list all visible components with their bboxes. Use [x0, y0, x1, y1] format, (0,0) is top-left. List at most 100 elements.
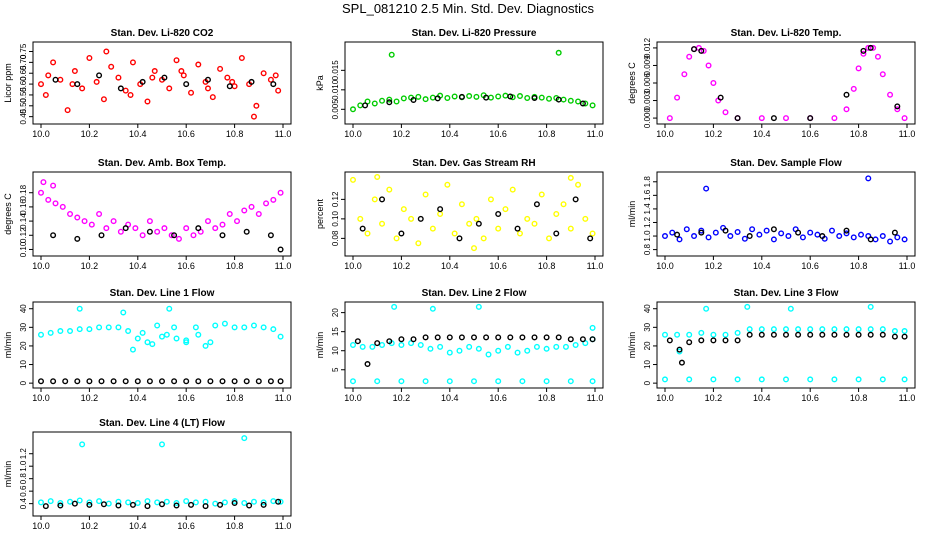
data-point-cyan	[379, 342, 386, 349]
chart-panel-5: Stan. Dev. Gas Stream RH percent 10.0 10.2 1…	[315, 158, 604, 271]
y-axis-label: kPa	[315, 75, 325, 91]
data-point-yellow	[509, 186, 516, 193]
y-tick-label: 0.12	[331, 191, 340, 207]
x-tick-label: 10.0	[656, 129, 674, 139]
data-point-cyan	[855, 326, 862, 333]
data-point-black	[860, 47, 867, 54]
data-point-black	[98, 232, 105, 239]
data-point-cyan	[662, 331, 669, 338]
data-point-magenta	[38, 189, 45, 196]
data-point-red	[79, 85, 86, 92]
data-point-cyan	[173, 335, 180, 342]
y-tick-label: 0.8	[19, 473, 28, 485]
data-point-black	[758, 331, 765, 338]
y-tick-label: 0.55	[19, 87, 28, 103]
data-point-blue	[901, 236, 908, 243]
data-point-red	[57, 76, 64, 83]
data-point-black	[207, 378, 214, 385]
data-point-black	[717, 94, 724, 101]
data-point-yellow	[575, 181, 582, 188]
x-tick-label: 10.6	[177, 393, 195, 403]
data-point-magenta	[226, 210, 233, 217]
data-point-cyan	[183, 337, 190, 344]
data-point-cyan	[495, 378, 502, 385]
data-point-red	[260, 70, 267, 77]
x-tick-label: 10.2	[705, 129, 723, 139]
y-axis-label: ml/min	[627, 332, 637, 359]
data-point-blue	[763, 227, 770, 234]
data-point-cyan	[231, 324, 238, 331]
x-tick-label: 11.0	[899, 393, 916, 403]
data-point-black	[678, 359, 685, 366]
data-point-yellow	[415, 240, 422, 247]
data-point-magenta	[96, 210, 103, 217]
data-point-cyan	[686, 331, 693, 338]
data-point-black	[555, 334, 562, 341]
y-tick-label: 30	[643, 322, 652, 331]
data-point-cyan	[543, 345, 550, 352]
data-point-yellow	[471, 245, 478, 252]
data-point-red	[93, 78, 100, 85]
data-point-yellow	[538, 191, 545, 198]
data-point-green	[379, 97, 386, 104]
data-point-black	[98, 378, 105, 385]
data-point-cyan	[241, 324, 248, 331]
x-tick-label: 10.2	[393, 393, 411, 403]
data-point-cyan	[120, 309, 127, 316]
x-tick-label: 10.6	[801, 129, 819, 139]
plot-frame	[344, 41, 604, 125]
data-point-black	[807, 331, 814, 338]
data-point-yellow	[473, 215, 480, 222]
data-point-magenta	[681, 71, 688, 78]
data-point-black	[543, 334, 550, 341]
data-point-magenta	[212, 225, 219, 232]
data-point-red	[45, 72, 52, 79]
page-title: SPL_081210 2.5 Min. Std. Dev. Diagnostic…	[342, 1, 594, 16]
data-point-red	[38, 81, 45, 88]
data-point-cyan	[471, 378, 478, 385]
data-point-black	[471, 334, 478, 341]
data-point-black	[891, 333, 898, 340]
data-point-cyan	[270, 498, 277, 505]
data-point-black	[434, 334, 441, 341]
data-point-cyan	[260, 499, 267, 506]
data-point-cyan	[466, 343, 473, 350]
data-point-cyan	[553, 343, 560, 350]
data-point-black	[531, 334, 538, 341]
data-point-red	[115, 74, 122, 81]
data-point-magenta	[117, 228, 124, 235]
data-point-black	[57, 502, 64, 509]
data-point-cyan	[543, 378, 550, 385]
x-tick-label: 10.2	[81, 129, 99, 139]
data-point-blue	[836, 233, 843, 240]
y-tick-label: 1.6	[643, 189, 652, 201]
data-point-black	[746, 233, 753, 240]
data-point-green	[473, 93, 480, 100]
x-tick-label: 10.2	[705, 261, 723, 271]
data-point-black	[855, 331, 862, 338]
data-point-cyan	[456, 347, 463, 354]
data-point-cyan	[115, 324, 122, 331]
x-tick-label: 10.4	[753, 261, 771, 271]
data-point-cyan	[67, 328, 74, 335]
x-tick-label: 10.0	[344, 261, 362, 271]
data-point-magenta	[241, 207, 248, 214]
data-point-cyan	[96, 498, 103, 505]
data-point-red	[204, 85, 211, 92]
data-point-cyan	[572, 342, 579, 349]
y-axis-label: ml/min	[627, 201, 637, 228]
data-point-magenta	[887, 91, 894, 98]
data-point-black	[188, 501, 195, 508]
data-point-blue	[850, 234, 857, 241]
data-point-cyan	[495, 347, 502, 354]
data-point-blue	[741, 235, 748, 242]
data-point-black	[144, 503, 151, 510]
data-point-magenta	[50, 182, 57, 189]
data-point-blue	[705, 234, 712, 241]
data-point-yellow	[386, 186, 393, 193]
data-point-magenta	[674, 94, 681, 101]
chart-title: Stan. Dev. Amb. Box Temp.	[98, 158, 226, 169]
data-point-cyan	[446, 378, 453, 385]
data-point-cyan	[158, 333, 165, 340]
